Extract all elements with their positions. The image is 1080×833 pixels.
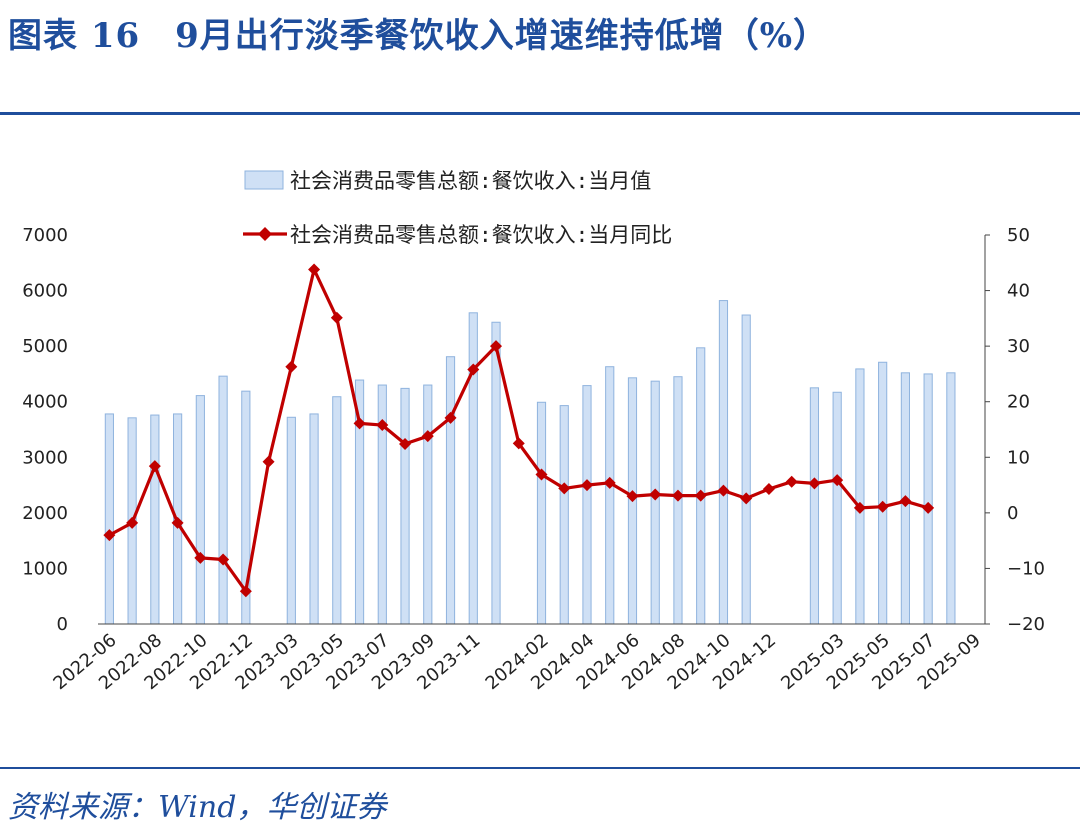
y-right-tick-label: 0: [1007, 503, 1018, 524]
bar: [195, 395, 205, 625]
bar: [718, 300, 729, 625]
line-point: [171, 516, 184, 529]
line-point: [421, 430, 434, 443]
legend-bar-label: 社会消费品零售总额:餐饮收入:当月值: [290, 169, 651, 193]
line-point: [376, 419, 389, 432]
bar: [559, 405, 569, 625]
line-point: [762, 482, 775, 495]
y-right-tick-label: −20: [1007, 614, 1045, 635]
y-right-tick-label: 40: [1007, 281, 1030, 302]
y-left-tick-label: 2000: [22, 503, 68, 524]
legend-line-label: 社会消费品零售总额:餐饮收入:当月同比: [290, 223, 672, 247]
bar: [400, 387, 410, 625]
y-left-tick-label: 6000: [22, 281, 68, 302]
bar: [332, 396, 342, 625]
bar: [832, 391, 842, 625]
y-right-tick-label: 30: [1007, 336, 1030, 357]
bar: [536, 401, 547, 625]
bar: [104, 413, 114, 625]
bar: [309, 413, 319, 625]
title-divider: [0, 112, 1080, 115]
line-point: [148, 460, 161, 473]
line-point: [671, 489, 684, 502]
bar: [468, 312, 478, 625]
legend-bar-swatch: [244, 170, 284, 190]
line-point: [444, 411, 457, 424]
line-point: [808, 477, 821, 490]
line-point: [580, 479, 593, 492]
line-point: [831, 474, 844, 487]
y-left-tick-label: 5000: [22, 336, 68, 357]
bar: [218, 375, 228, 625]
line-point: [467, 363, 480, 376]
bar: [445, 356, 456, 625]
line-point: [717, 484, 730, 497]
line-point: [535, 468, 548, 481]
line-point: [330, 311, 343, 324]
line-point: [194, 551, 207, 564]
line-point: [285, 360, 298, 373]
line-point: [126, 516, 139, 529]
y-left-tick-label: 1000: [22, 558, 68, 579]
line-point: [899, 495, 912, 508]
y-right-tick-label: 50: [1007, 225, 1030, 246]
line-point: [490, 340, 503, 353]
source-note: 资料来源：Wind，华创证券: [8, 790, 387, 825]
line-point: [740, 492, 753, 505]
bar: [809, 387, 820, 625]
bar: [491, 321, 501, 625]
line-point: [239, 585, 252, 598]
bar: [650, 380, 660, 625]
bar: [582, 385, 592, 625]
bar: [878, 361, 888, 625]
y-left-tick-label: 4000: [22, 392, 68, 413]
source-divider: [0, 767, 1080, 769]
bar: [605, 366, 615, 625]
line-point: [876, 500, 889, 513]
bar: [423, 384, 433, 625]
y-right-tick-label: 20: [1007, 392, 1030, 413]
line-point: [649, 488, 662, 501]
y-left-tick-label: 3000: [22, 447, 68, 468]
line-point: [922, 501, 935, 514]
line-point: [353, 417, 366, 430]
bar: [696, 347, 706, 625]
y-right-tick-label: 10: [1007, 447, 1030, 468]
line-point: [558, 482, 571, 495]
line-point: [217, 553, 230, 566]
line-point: [603, 476, 616, 489]
y-right-tick-label: −10: [1007, 558, 1045, 579]
line-point: [512, 437, 525, 450]
line-point: [103, 529, 116, 542]
y-left-tick-label: 7000: [22, 225, 68, 246]
line-point: [262, 455, 275, 468]
bar: [946, 372, 956, 625]
page-title: 图表 16 9月出行淡季餐饮收入增速维持低增（%）: [8, 16, 829, 56]
line-point: [626, 490, 639, 503]
bar: [741, 314, 751, 625]
bar: [150, 414, 160, 625]
bar: [855, 368, 865, 625]
legend-line-marker: [258, 227, 272, 241]
y-left-tick-label: 0: [57, 614, 68, 635]
line-point: [694, 489, 707, 502]
line-point: [853, 501, 866, 514]
bar: [923, 373, 933, 625]
line-point: [308, 263, 321, 276]
bar: [286, 416, 296, 625]
line-point: [399, 437, 412, 450]
line-point: [785, 475, 798, 488]
yoy-line: [108, 267, 929, 593]
